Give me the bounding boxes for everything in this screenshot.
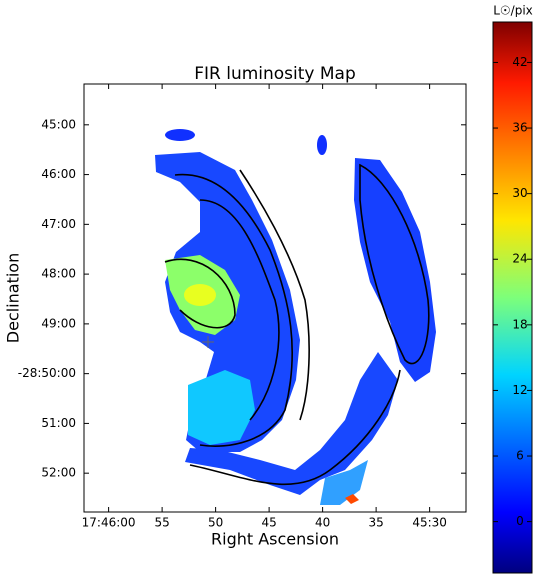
contour <box>199 199 280 421</box>
emission <box>317 135 327 155</box>
x-tick-label: 45:30 <box>412 516 447 530</box>
colorbar-tick-label: 30 <box>512 186 527 200</box>
y-tick-label: 47:00 <box>41 217 76 231</box>
colorbar-tick-label: 42 <box>512 55 527 69</box>
x-tick-label: 35 <box>368 516 383 530</box>
map <box>155 129 436 505</box>
y-tick-label: 48:00 <box>41 267 76 281</box>
y-tick-label: 52:00 <box>41 466 76 480</box>
y-tick-label: 49:00 <box>41 316 76 330</box>
emission <box>188 370 255 445</box>
x-tick-label: 55 <box>154 516 169 530</box>
contour <box>164 258 236 329</box>
chart-title: FIR luminosity Map <box>194 64 356 84</box>
colorbar <box>492 21 533 574</box>
colorbar-tick-label: 24 <box>512 252 527 266</box>
marker <box>202 336 214 348</box>
colorbar-tick-label: 36 <box>512 121 527 135</box>
contour <box>359 163 430 365</box>
x-tick-label: 50 <box>208 516 223 530</box>
y-tick-label: 51:00 <box>41 416 76 430</box>
contour <box>239 169 310 421</box>
contour <box>189 369 401 485</box>
x-tick-label: 17:46:00 <box>82 516 136 530</box>
emission <box>165 129 195 141</box>
y-tick-label: 45:00 <box>41 117 76 131</box>
x-tick-label: 45 <box>261 516 276 530</box>
y-tick-label: 46:00 <box>41 167 76 181</box>
emission <box>184 284 216 306</box>
y-tick-label: -28:50:00 <box>18 366 76 380</box>
colorbar-tick-label: 12 <box>512 383 527 397</box>
colorbar-tick-label: 0 <box>516 514 524 528</box>
emission <box>320 460 368 505</box>
y-axis-title: Declination <box>4 253 23 343</box>
x-axis-title: Right Ascension <box>211 530 339 549</box>
axes-frame <box>83 83 467 513</box>
colorbar-label: L☉/pix <box>493 4 533 18</box>
colorbar-tick-label: 6 <box>516 449 524 463</box>
emission <box>185 352 398 495</box>
contour <box>174 173 293 448</box>
x-tick-label: 40 <box>315 516 330 530</box>
colorbar-tick-label: 18 <box>512 317 527 331</box>
emission <box>345 494 359 504</box>
emission <box>354 158 436 382</box>
